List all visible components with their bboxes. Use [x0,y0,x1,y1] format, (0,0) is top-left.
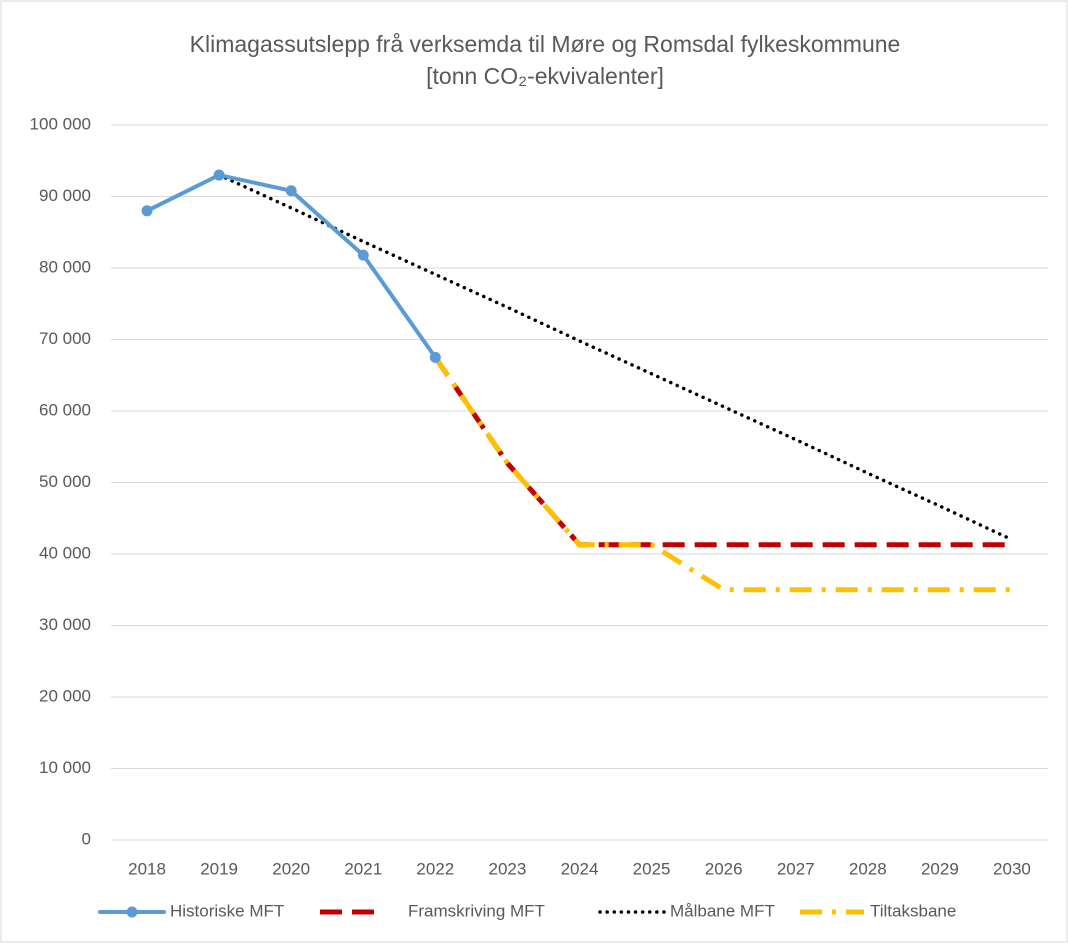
y-tick-label: 0 [82,829,91,848]
y-tick-label: 10 000 [39,758,91,777]
x-tick-label: 2019 [200,859,238,878]
y-tick-label: 30 000 [39,615,91,634]
series-line [433,355,1012,548]
y-tick-label: 40 000 [39,543,91,562]
series-line [433,355,1012,593]
legend-label: Tiltaksbane [870,901,956,920]
legend-label: Målbane MFT [670,901,775,920]
y-tick-label: 70 000 [39,329,91,348]
legend-label: Historiske MFT [170,901,284,920]
y-tick-label: 50 000 [39,472,91,491]
x-tick-label: 2022 [416,859,454,878]
chart-title: Klimagassutslepp frå verksemda til Møre … [190,31,901,57]
x-tick-label: 2028 [849,859,887,878]
legend-label: Framskriving MFT [408,901,545,920]
x-tick-label: 2025 [633,859,671,878]
y-tick-label: 90 000 [39,186,91,205]
y-tick-label: 60 000 [39,400,91,419]
x-tick-label: 2027 [777,859,815,878]
x-tick-label: 2026 [705,859,743,878]
y-tick-label: 100 000 [30,114,91,133]
y-tick-label: 20 000 [39,686,91,705]
x-tick-label: 2029 [921,859,959,878]
legend-marker [126,906,138,918]
x-tick-label: 2021 [344,859,382,878]
x-tick-label: 2020 [272,859,310,878]
chart-subtitle: [tonn CO₂-ekvivalenter] [426,63,664,89]
data-point [213,169,225,181]
data-point [141,205,153,217]
x-tick-label: 2023 [489,859,527,878]
data-point [285,185,297,197]
x-tick-label: 2024 [561,859,599,878]
y-tick-label: 80 000 [39,257,91,276]
x-tick-label: 2018 [128,859,166,878]
x-tick-label: 2030 [993,859,1031,878]
data-point [429,351,441,363]
data-point [357,249,369,261]
